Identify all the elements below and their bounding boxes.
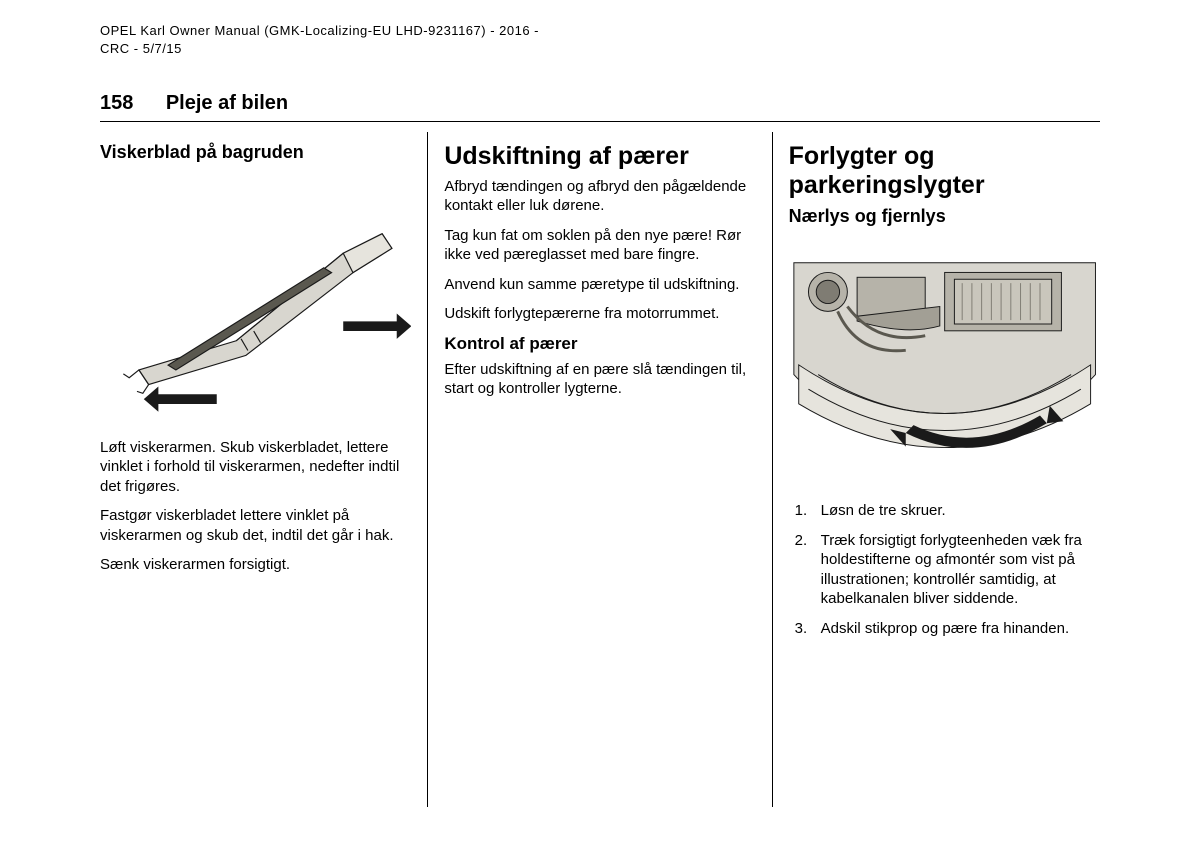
doc-meta: OPEL Karl Owner Manual (GMK-Localizing-E… [100, 22, 539, 58]
step-2: Træk forsigtigt forlygteenheden væk fra … [789, 531, 1100, 609]
chapter-title: Pleje af bilen [166, 92, 288, 115]
col2-p2: Tag kun fat om soklen på den nye pære! R… [444, 226, 755, 265]
column-2: Udskiftning af pærer Afbryd tændingen og… [427, 132, 771, 807]
col3-steps: Løsn de tre skruer. Træk forsigtigt forl… [789, 501, 1100, 638]
doc-meta-line1: OPEL Karl Owner Manual (GMK-Localizing-E… [100, 22, 539, 40]
col2-p5: Efter udskiftning af en pære slå tænding… [444, 360, 755, 399]
col1-p1: Løft viskerarmen. Skub viskerbladet, let… [100, 438, 411, 497]
page-header: 158 Pleje af bilen [100, 92, 1100, 122]
content-columns: Viskerblad på bagruden [100, 132, 1100, 807]
col2-p3: Anvend kun samme pæretype til udskiftnin… [444, 275, 755, 295]
col1-heading: Viskerblad på bagruden [100, 142, 411, 164]
page-number: 158 [100, 92, 133, 115]
headlamp-illustration [789, 235, 1100, 485]
column-1: Viskerblad på bagruden [100, 132, 427, 807]
col3-subheading: Nærlys og fjernlys [789, 206, 1100, 228]
wiper-blade-illustration [100, 172, 411, 422]
col3-heading: Forlygter og parkeringslygter [789, 142, 1100, 200]
col2-subheading: Kontrol af pærer [444, 334, 755, 354]
step-3: Adskil stikprop og pære fra hinanden. [789, 619, 1100, 639]
column-3: Forlygter og parkeringslygter Nærlys og … [772, 132, 1100, 807]
col1-p2: Fastgør viskerbladet lettere vinklet på … [100, 506, 411, 545]
doc-meta-line2: CRC - 5/7/15 [100, 40, 539, 58]
step-1: Løsn de tre skruer. [789, 501, 1100, 521]
col2-p4: Udskift forlygtepærerne fra motorrummet. [444, 304, 755, 324]
col1-p3: Sænk viskerarmen forsigtigt. [100, 555, 411, 575]
col2-p1: Afbryd tændingen og afbryd den pågældend… [444, 177, 755, 216]
col2-heading: Udskiftning af pærer [444, 142, 755, 171]
